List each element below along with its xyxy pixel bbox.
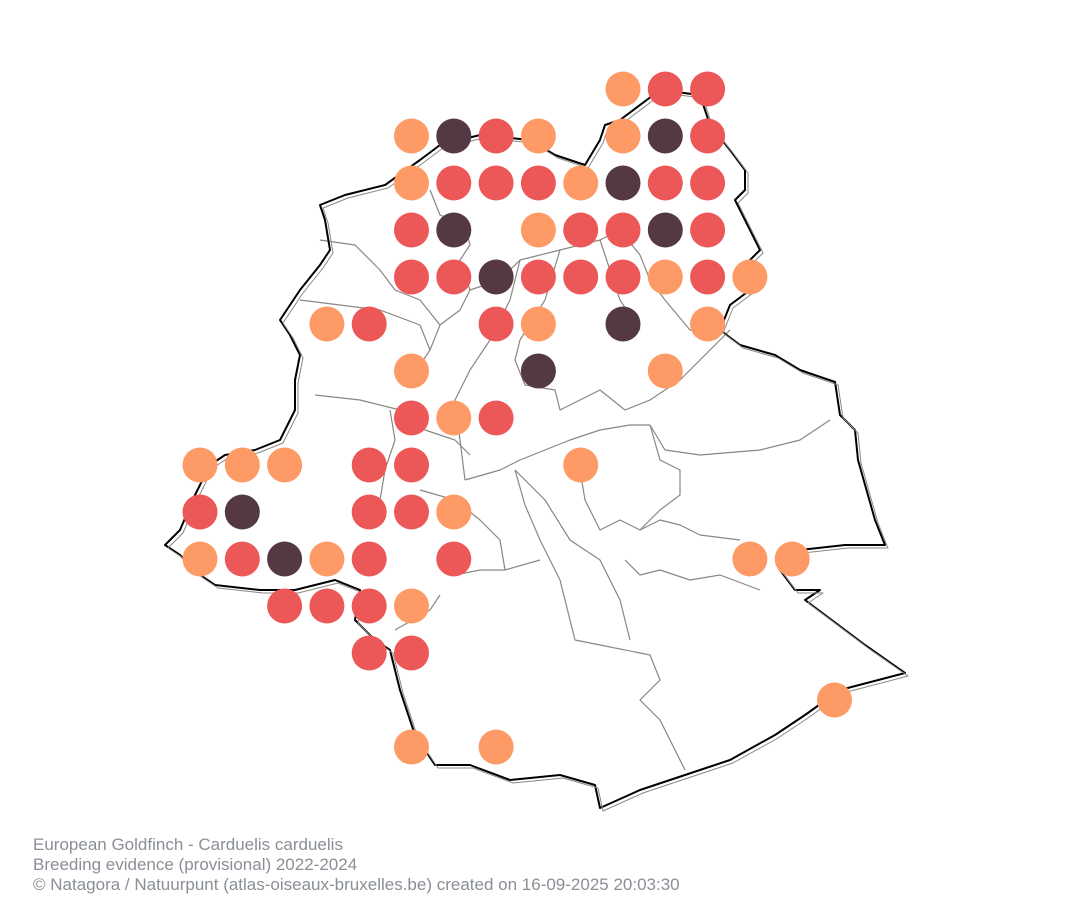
grid-dot-possible [647, 353, 683, 389]
grid-dot-probable [478, 306, 514, 342]
grid-dot-possible [478, 729, 514, 765]
grid-dot-probable [267, 588, 303, 624]
municipality-line [419, 489, 506, 571]
grid-dot-possible [394, 165, 429, 201]
grid-dot-confirmed [436, 118, 472, 154]
species-title: European Goldfinch - Carduelis carduelis [33, 835, 343, 854]
grid-dot-possible [182, 447, 218, 483]
municipality-line [464, 424, 650, 481]
grid-dot-probable [478, 165, 514, 201]
grid-dot-probable [520, 259, 556, 295]
grid-dot-possible [563, 165, 599, 201]
grid-dot-probable [436, 165, 472, 201]
municipality-line [639, 519, 741, 541]
municipality-line [379, 409, 396, 501]
grid-dot-possible [267, 447, 303, 483]
map-subtitle: Breeding evidence (provisional) 2022-202… [33, 855, 358, 874]
grid-dot-probable [394, 400, 429, 436]
grid-dot-probable [647, 71, 683, 107]
grid-dot-confirmed [647, 118, 683, 154]
grid-dot-possible [224, 447, 260, 483]
municipality-line [579, 424, 681, 531]
grid-dot-possible [436, 494, 472, 530]
grid-dot-possible [563, 447, 599, 483]
grid-dot-probable [309, 588, 345, 624]
municipality-line [394, 594, 441, 631]
grid-dot-possible [309, 541, 345, 577]
grid-dot-possible [605, 71, 641, 107]
municipality-boundaries [299, 189, 831, 771]
grid-dot-probable [394, 447, 429, 483]
municipality-line [299, 299, 431, 351]
municipality-line [454, 259, 521, 481]
grid-dots [182, 71, 852, 765]
municipality-line [319, 239, 441, 326]
grid-dot-possible [520, 212, 556, 248]
grid-dot-possible [817, 682, 852, 718]
grid-dot-probable [647, 165, 683, 201]
grid-dot-probable [351, 494, 387, 530]
municipality-line [454, 559, 541, 576]
grid-dot-confirmed [267, 541, 303, 577]
grid-dot-probable [563, 212, 599, 248]
grid-dot-probable [690, 71, 726, 107]
grid-dot-probable [605, 259, 641, 295]
grid-dot-probable [520, 165, 556, 201]
grid-dot-possible [394, 118, 429, 154]
municipality-line [514, 469, 631, 641]
grid-dot-probable [394, 259, 429, 295]
grid-dot-confirmed [520, 353, 556, 389]
region-boundary [164, 89, 906, 809]
grid-dot-probable [224, 541, 260, 577]
grid-dot-possible [309, 306, 345, 342]
grid-dot-possible [394, 353, 429, 389]
grid-dot-probable [351, 447, 387, 483]
grid-dot-probable [351, 635, 387, 671]
grid-dot-probable [394, 494, 429, 530]
grid-dot-probable [436, 259, 472, 295]
grid-dot-probable [478, 400, 514, 436]
grid-dot-probable [690, 118, 726, 154]
municipality-line [624, 559, 761, 591]
grid-dot-probable [394, 212, 429, 248]
grid-dot-probable [436, 541, 472, 577]
grid-dot-possible [732, 541, 768, 577]
grid-dot-possible [605, 118, 641, 154]
municipality-line [514, 469, 686, 771]
grid-dot-probable [182, 494, 218, 530]
region-boundary-shadow [167, 92, 909, 812]
grid-dot-probable [351, 588, 387, 624]
municipality-line [649, 419, 831, 456]
grid-dot-possible [394, 588, 429, 624]
grid-dot-probable [394, 635, 429, 671]
grid-dot-possible [394, 729, 429, 765]
grid-dot-probable [690, 212, 726, 248]
grid-dot-confirmed [478, 259, 514, 295]
grid-dot-probable [351, 306, 387, 342]
grid-dot-possible [690, 306, 726, 342]
grid-dot-probable [605, 212, 641, 248]
grid-dot-possible [732, 259, 768, 295]
grid-dot-possible [647, 259, 683, 295]
grid-dot-probable [351, 541, 387, 577]
credit-line: © Natagora / Natuurpunt (atlas-oiseaux-b… [33, 875, 680, 894]
grid-dot-confirmed [605, 165, 641, 201]
grid-dot-probable [690, 259, 726, 295]
grid-dot-possible [436, 400, 472, 436]
grid-dot-possible [182, 541, 218, 577]
grid-dot-confirmed [605, 306, 641, 342]
grid-dot-possible [520, 306, 556, 342]
grid-dot-possible [774, 541, 810, 577]
grid-dot-probable [478, 118, 514, 154]
grid-dot-probable [690, 165, 726, 201]
map-caption: European Goldfinch - Carduelis carduelis… [33, 835, 680, 895]
grid-dot-possible [520, 118, 556, 154]
grid-dot-confirmed [647, 212, 683, 248]
grid-dot-confirmed [224, 494, 260, 530]
grid-dot-probable [563, 259, 599, 295]
grid-dot-confirmed [436, 212, 472, 248]
